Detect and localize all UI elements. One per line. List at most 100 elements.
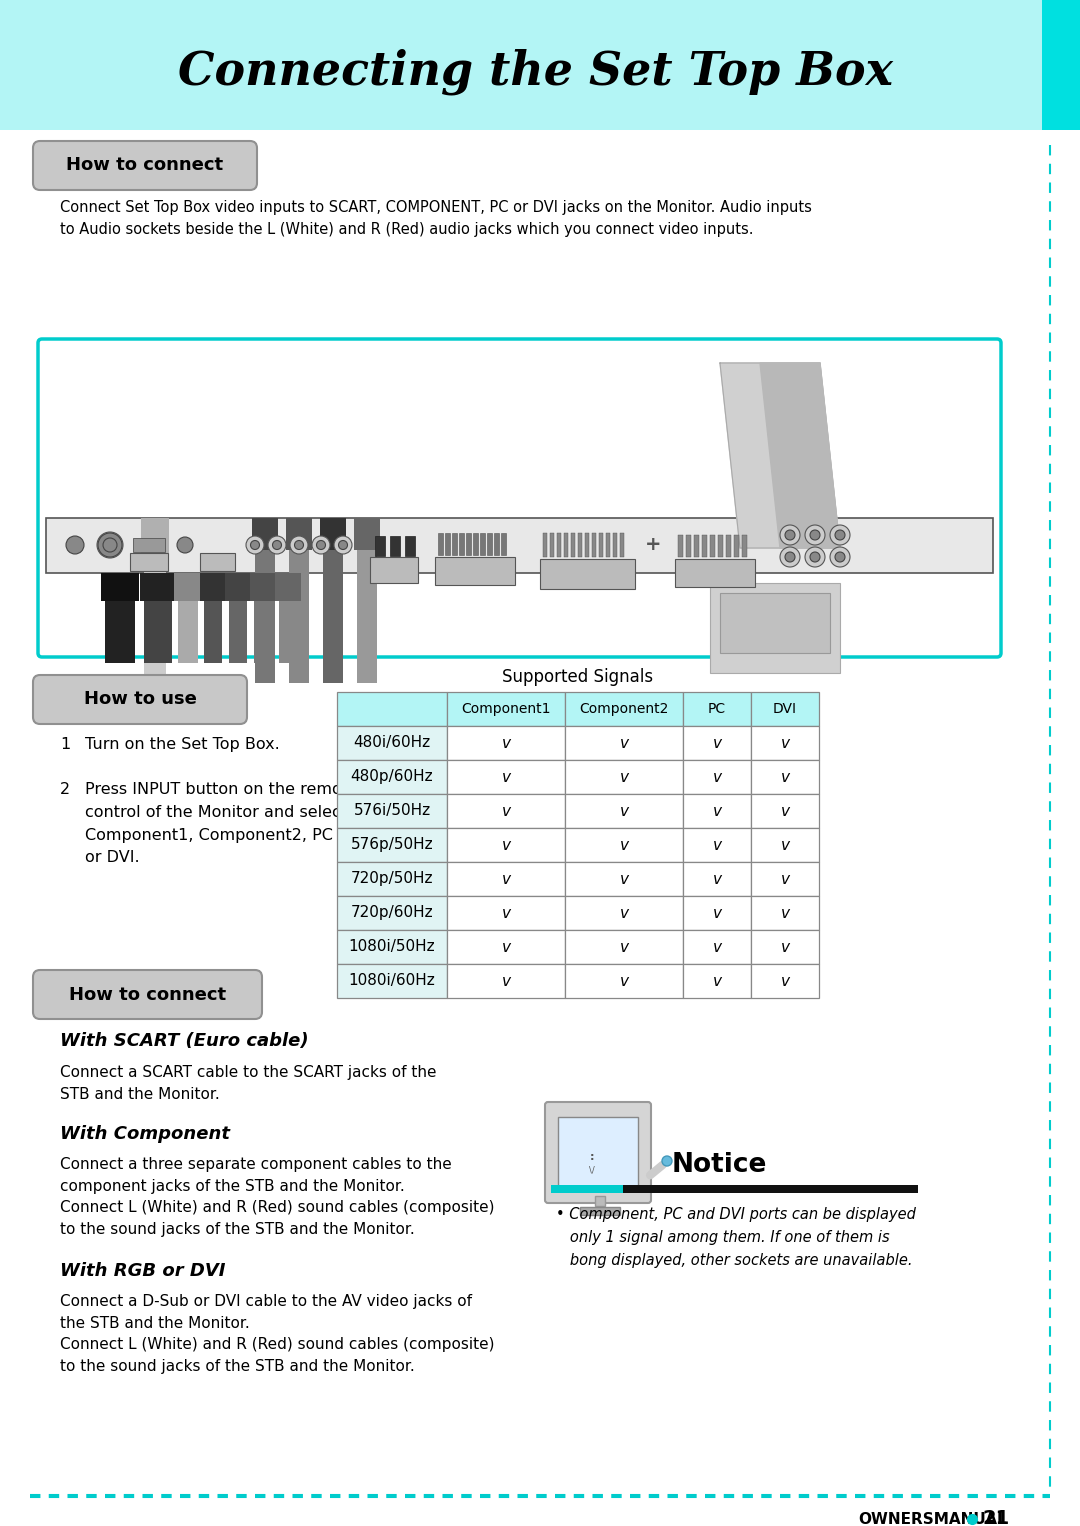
Bar xyxy=(565,829,683,862)
Ellipse shape xyxy=(316,540,325,549)
Bar xyxy=(141,517,168,552)
Bar xyxy=(565,896,683,929)
Bar xyxy=(720,594,831,653)
Bar xyxy=(565,691,683,726)
Text: 1: 1 xyxy=(60,737,70,752)
Bar xyxy=(337,964,447,998)
Bar xyxy=(751,862,819,896)
Text: DVI: DVI xyxy=(773,702,797,716)
Text: Supported Signals: Supported Signals xyxy=(502,668,653,687)
Text: Connect a D-Sub or DVI cable to the AV video jacks of
the STB and the Monitor.
C: Connect a D-Sub or DVI cable to the AV v… xyxy=(60,1294,495,1373)
Bar xyxy=(465,533,471,555)
Bar xyxy=(337,794,447,829)
Bar xyxy=(445,533,450,555)
Bar xyxy=(578,533,582,557)
Text: 720p/60Hz: 720p/60Hz xyxy=(351,905,433,920)
Bar xyxy=(447,726,565,760)
Ellipse shape xyxy=(785,530,795,540)
Text: v: v xyxy=(620,974,629,989)
Bar xyxy=(1042,0,1080,130)
Ellipse shape xyxy=(805,546,825,568)
Bar xyxy=(435,557,515,584)
Bar xyxy=(565,964,683,998)
Bar xyxy=(337,929,447,964)
Text: With RGB or DVI: With RGB or DVI xyxy=(60,1262,226,1280)
Bar xyxy=(480,533,485,555)
Bar xyxy=(459,533,464,555)
Bar xyxy=(144,552,166,678)
Bar xyxy=(375,536,384,555)
Bar xyxy=(683,964,751,998)
FancyBboxPatch shape xyxy=(33,971,262,1019)
Bar xyxy=(453,533,457,555)
Text: :: : xyxy=(590,1152,594,1161)
Bar xyxy=(140,572,176,601)
Text: PC: PC xyxy=(707,702,726,716)
Text: v: v xyxy=(620,905,629,920)
Text: v: v xyxy=(501,736,511,751)
Bar xyxy=(254,601,272,662)
Bar xyxy=(613,533,617,557)
Bar xyxy=(337,726,447,760)
Bar xyxy=(133,539,165,552)
Text: v: v xyxy=(501,940,511,954)
Text: With SCART (Euro cable): With SCART (Euro cable) xyxy=(60,1032,309,1050)
Bar xyxy=(683,929,751,964)
Bar xyxy=(279,601,297,662)
FancyArrowPatch shape xyxy=(650,1164,663,1175)
Text: v: v xyxy=(781,804,789,818)
Text: v: v xyxy=(713,838,721,853)
Bar xyxy=(683,896,751,929)
Bar xyxy=(694,536,699,557)
Bar xyxy=(447,794,565,829)
Text: v: v xyxy=(713,974,721,989)
Bar xyxy=(623,1186,918,1193)
Bar xyxy=(405,536,415,555)
Ellipse shape xyxy=(785,552,795,562)
Ellipse shape xyxy=(810,552,820,562)
Bar xyxy=(565,862,683,896)
Bar xyxy=(599,533,603,557)
Bar xyxy=(565,726,683,760)
Text: v: v xyxy=(620,871,629,887)
Bar xyxy=(571,533,575,557)
Ellipse shape xyxy=(177,537,193,552)
Text: With Component: With Component xyxy=(60,1125,230,1143)
Bar xyxy=(46,517,993,572)
FancyBboxPatch shape xyxy=(545,1102,651,1202)
Text: v: v xyxy=(781,838,789,853)
Ellipse shape xyxy=(272,540,282,549)
Ellipse shape xyxy=(97,533,123,559)
Bar xyxy=(734,536,739,557)
Bar xyxy=(620,533,624,557)
Ellipse shape xyxy=(338,540,348,549)
Text: v: v xyxy=(781,940,789,954)
Bar xyxy=(337,760,447,794)
Bar xyxy=(595,1196,605,1206)
Bar xyxy=(550,533,554,557)
Bar xyxy=(751,794,819,829)
Ellipse shape xyxy=(831,525,850,545)
Text: How to connect: How to connect xyxy=(69,986,226,1004)
Bar xyxy=(447,862,565,896)
Bar xyxy=(447,964,565,998)
Bar xyxy=(337,829,447,862)
Text: OWNERSMANUAL: OWNERSMANUAL xyxy=(858,1511,1007,1526)
Ellipse shape xyxy=(835,530,845,540)
Text: v: v xyxy=(713,940,721,954)
Text: v: v xyxy=(781,736,789,751)
Bar xyxy=(726,536,731,557)
Bar xyxy=(751,726,819,760)
Text: Notice: Notice xyxy=(672,1152,768,1178)
Text: \/: \/ xyxy=(589,1166,595,1175)
Bar xyxy=(473,533,478,555)
Text: v: v xyxy=(501,804,511,818)
Bar xyxy=(675,559,755,588)
Bar xyxy=(249,572,276,601)
Bar xyxy=(540,559,635,589)
Bar xyxy=(390,536,400,555)
Text: Connect Set Top Box video inputs to SCART, COMPONENT, PC or DVI jacks on the Mon: Connect Set Top Box video inputs to SCAR… xyxy=(60,200,812,237)
Text: v: v xyxy=(501,974,511,989)
Text: 2: 2 xyxy=(60,781,70,797)
Text: 1080i/60Hz: 1080i/60Hz xyxy=(349,974,435,989)
